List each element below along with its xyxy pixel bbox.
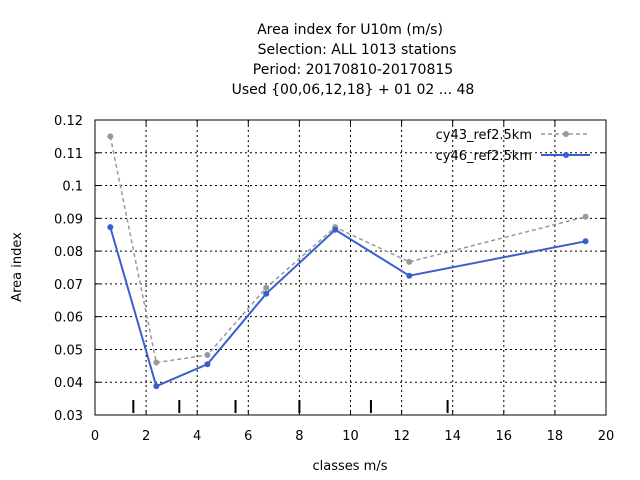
series-lines bbox=[107, 133, 589, 390]
y-tick-label: 0.11 bbox=[54, 147, 83, 162]
title-line-4: Used {00,06,12,18} + 01 02 ... 48 bbox=[232, 82, 475, 98]
y-tick-label: 0.08 bbox=[54, 245, 83, 260]
data-point bbox=[107, 224, 114, 231]
x-tick-label: 8 bbox=[295, 429, 303, 444]
data-point bbox=[582, 238, 589, 245]
grid-lines bbox=[95, 120, 606, 415]
y-tick-label: 0.1 bbox=[62, 180, 83, 195]
chart-title: Area index for U10m (m/s) Selection: ALL… bbox=[232, 22, 475, 98]
title-line-3: Period: 20170810-20170815 bbox=[253, 62, 453, 78]
y-tick-label: 0.05 bbox=[54, 343, 83, 358]
y-tick-label: 0.12 bbox=[54, 114, 83, 129]
x-tick-label: 10 bbox=[342, 429, 359, 444]
x-tick-label: 12 bbox=[393, 429, 410, 444]
data-point bbox=[406, 272, 413, 279]
x-axis-label: classes m/s bbox=[313, 459, 388, 474]
x-tick-label: 6 bbox=[244, 429, 252, 444]
axis-ticks: 0 2 4 6 8 10 12 14 16 18 20 0.03 0.04 0.05 0.06 0.07 0.0… bbox=[54, 114, 614, 444]
data-point bbox=[406, 258, 413, 265]
x-tick-label: 18 bbox=[547, 429, 564, 444]
y-tick-label: 0.03 bbox=[54, 409, 83, 424]
legend-label: cy46_ref2.5km bbox=[436, 149, 532, 164]
y-tick-label: 0.09 bbox=[54, 212, 83, 227]
x-tick-label: 4 bbox=[193, 429, 201, 444]
data-point bbox=[263, 284, 270, 291]
x-tick-label: 14 bbox=[444, 429, 461, 444]
data-point bbox=[153, 359, 160, 366]
class-boundary-marks bbox=[132, 400, 449, 413]
data-point bbox=[263, 290, 270, 297]
data-point bbox=[332, 226, 339, 233]
title-line-2: Selection: ALL 1013 stations bbox=[258, 42, 457, 58]
data-point bbox=[204, 352, 211, 359]
data-point bbox=[204, 361, 211, 368]
legend-swatch-marker bbox=[563, 152, 569, 158]
series-line-1 bbox=[109, 136, 586, 364]
legend-swatch-marker bbox=[563, 131, 569, 137]
y-tick-label: 0.04 bbox=[54, 376, 83, 391]
y-tick-label: 0.06 bbox=[54, 311, 83, 326]
x-tick-label: 16 bbox=[496, 429, 513, 444]
x-tick-label: 20 bbox=[598, 429, 615, 444]
y-tick-label: 0.07 bbox=[54, 278, 83, 293]
data-point bbox=[153, 383, 160, 390]
x-tick-label: 2 bbox=[142, 429, 150, 444]
y-axis-label: Area index bbox=[10, 232, 25, 302]
legend: cy43_ref2.5km cy46_ref2.5km bbox=[436, 128, 590, 164]
data-point bbox=[107, 133, 114, 140]
data-point bbox=[582, 213, 589, 220]
title-line-1: Area index for U10m (m/s) bbox=[257, 22, 443, 38]
legend-label: cy43_ref2.5km bbox=[436, 128, 532, 143]
x-tick-label: 0 bbox=[91, 429, 99, 444]
